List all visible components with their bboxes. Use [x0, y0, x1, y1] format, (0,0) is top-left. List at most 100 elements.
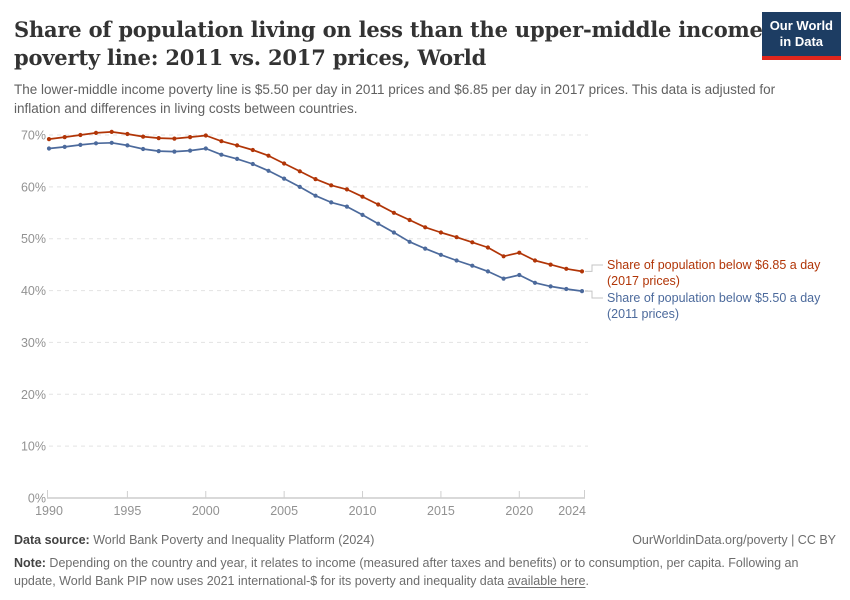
- credit-link[interactable]: OurWorldinData.org/poverty | CC BY: [632, 533, 836, 547]
- series-line-1[interactable]: [48, 141, 583, 292]
- series-1-point-2005[interactable]: [282, 176, 287, 181]
- y-tick-label-60%: 60%: [21, 180, 46, 194]
- series-label-550-2011[interactable]: Share of population below $5.50 a day (2…: [607, 290, 839, 323]
- series-0-point-2019[interactable]: [501, 254, 506, 259]
- series-0-point-2021[interactable]: [532, 258, 538, 263]
- series-0-point-1996[interactable]: [141, 134, 146, 139]
- series-0-point-1990[interactable]: [46, 136, 52, 142]
- series-1-point-1991[interactable]: [62, 144, 67, 149]
- x-tick-label-2024: 2024: [558, 504, 586, 518]
- page-title: Share of population living on less than …: [14, 16, 836, 72]
- series-1-point-2003[interactable]: [250, 161, 255, 167]
- series-1-point-2000[interactable]: [203, 146, 208, 151]
- series-0-point-1993[interactable]: [93, 130, 99, 135]
- series-0-point-1997[interactable]: [156, 135, 161, 141]
- series-1-point-2004[interactable]: [266, 168, 271, 173]
- series-1-point-2023[interactable]: [564, 286, 569, 292]
- series-0-point-2010[interactable]: [360, 194, 365, 199]
- series-1-point-1998[interactable]: [172, 149, 177, 154]
- available-here-link[interactable]: available here: [507, 574, 586, 589]
- y-tick-label-40%: 40%: [21, 284, 46, 298]
- chart-footer: Data source: World Bank Poverty and Ineq…: [14, 533, 836, 590]
- series-1-point-2014[interactable]: [423, 246, 428, 251]
- x-tick-label-2000: 2000: [192, 504, 220, 518]
- series-1-point-1990[interactable]: [46, 146, 52, 151]
- series-0-point-2005[interactable]: [282, 161, 287, 166]
- series-0-point-1995[interactable]: [125, 131, 130, 137]
- owid-logo-line2: in Data: [779, 34, 824, 50]
- data-source: Data source: World Bank Poverty and Ineq…: [14, 533, 374, 547]
- series-0-point-2024[interactable]: [579, 269, 585, 274]
- series-0-point-2022[interactable]: [548, 262, 553, 267]
- series-1-point-2024[interactable]: [579, 288, 585, 294]
- series-1-point-2022[interactable]: [548, 284, 553, 289]
- series-0-point-1994[interactable]: [109, 129, 114, 134]
- series-0-point-2008[interactable]: [329, 183, 334, 188]
- series-1-point-2013[interactable]: [407, 239, 412, 244]
- poverty-line-chart[interactable]: 0% 10% 20% 30% 40% 50% 60% 70% 1990 1995 2000 2005 2…: [0, 121, 850, 533]
- note-suffix: .: [585, 574, 589, 589]
- series-0-point-2017[interactable]: [470, 240, 475, 245]
- series-1-point-2012[interactable]: [391, 230, 396, 235]
- series-1-point-2009[interactable]: [344, 204, 349, 209]
- y-tick-label-30%: 30%: [21, 336, 46, 350]
- series-0-point-2006[interactable]: [297, 169, 302, 174]
- series-label-685-2017[interactable]: Share of population below $6.85 a day (2…: [607, 257, 839, 290]
- series-0-point-2011[interactable]: [376, 202, 381, 207]
- series-1-point-2015[interactable]: [438, 252, 443, 257]
- data-source-label: Data source:: [14, 533, 90, 547]
- series-0-point-2001[interactable]: [219, 139, 224, 144]
- page-title-line1: Share of population living on less than …: [14, 17, 763, 42]
- series-0-point-2004[interactable]: [266, 153, 271, 158]
- series-1-point-2006[interactable]: [297, 184, 302, 189]
- series-0-point-2007[interactable]: [313, 176, 318, 182]
- series-0-point-2000[interactable]: [203, 133, 208, 138]
- y-tick-label-10%: 10%: [21, 440, 46, 454]
- series-line-0[interactable]: [48, 131, 583, 273]
- series-0-point-2014[interactable]: [423, 225, 428, 230]
- x-tick-label-2005: 2005: [270, 504, 298, 518]
- series-label-550-line1: Share of population below $5.50 a day: [607, 290, 821, 305]
- series-1-point-2020[interactable]: [517, 272, 522, 278]
- series-0-point-2009[interactable]: [344, 187, 349, 192]
- series-1-point-2019[interactable]: [501, 276, 506, 281]
- series-1-point-1996[interactable]: [141, 146, 146, 152]
- series-0-point-2013[interactable]: [407, 217, 412, 223]
- series-0-point-1999[interactable]: [188, 134, 193, 140]
- series-1-point-2017[interactable]: [470, 263, 475, 268]
- series-0-point-1991[interactable]: [62, 134, 67, 140]
- series-0-point-2015[interactable]: [438, 230, 443, 235]
- series-1-point-2010[interactable]: [360, 212, 365, 217]
- series-1-point-2011[interactable]: [376, 221, 381, 226]
- series-1-point-2007[interactable]: [313, 193, 318, 198]
- series-0-point-2003[interactable]: [250, 147, 255, 153]
- series-0-point-2016[interactable]: [454, 235, 459, 240]
- series-0-point-1998[interactable]: [172, 136, 177, 141]
- series-1-point-1994[interactable]: [109, 140, 114, 145]
- x-tick-label-2015: 2015: [427, 504, 455, 518]
- series-1-point-2008[interactable]: [329, 200, 334, 205]
- series-1-point-2018[interactable]: [485, 269, 490, 274]
- series-0-point-2023[interactable]: [564, 266, 569, 271]
- series-1-point-2002[interactable]: [235, 156, 240, 161]
- series-1-point-2016[interactable]: [454, 258, 459, 263]
- y-tick-label-70%: 70%: [21, 128, 46, 142]
- series-1-point-1992[interactable]: [78, 142, 83, 147]
- series-0-point-2018[interactable]: [485, 245, 490, 250]
- series-1-point-2021[interactable]: [532, 280, 538, 285]
- note-label: Note:: [14, 556, 46, 570]
- series-label-685-line1: Share of population below $6.85 a day: [607, 257, 821, 272]
- chart-header: Share of population living on less than …: [0, 0, 850, 119]
- series-0-point-2012[interactable]: [391, 210, 396, 215]
- series-0-point-2002[interactable]: [235, 143, 240, 148]
- series-1-point-1993[interactable]: [93, 141, 99, 146]
- series-1-point-1997[interactable]: [156, 148, 161, 154]
- x-tick-label-1990: 1990: [35, 504, 63, 518]
- series-1-point-1999[interactable]: [188, 148, 193, 153]
- series-0-point-2020[interactable]: [517, 250, 522, 255]
- chart-note: Note: Depending on the country and year,…: [14, 554, 824, 590]
- owid-logo[interactable]: Our World in Data: [761, 12, 841, 60]
- series-1-point-2001[interactable]: [219, 152, 224, 157]
- series-0-point-1992[interactable]: [78, 132, 83, 138]
- series-1-point-1995[interactable]: [125, 143, 130, 148]
